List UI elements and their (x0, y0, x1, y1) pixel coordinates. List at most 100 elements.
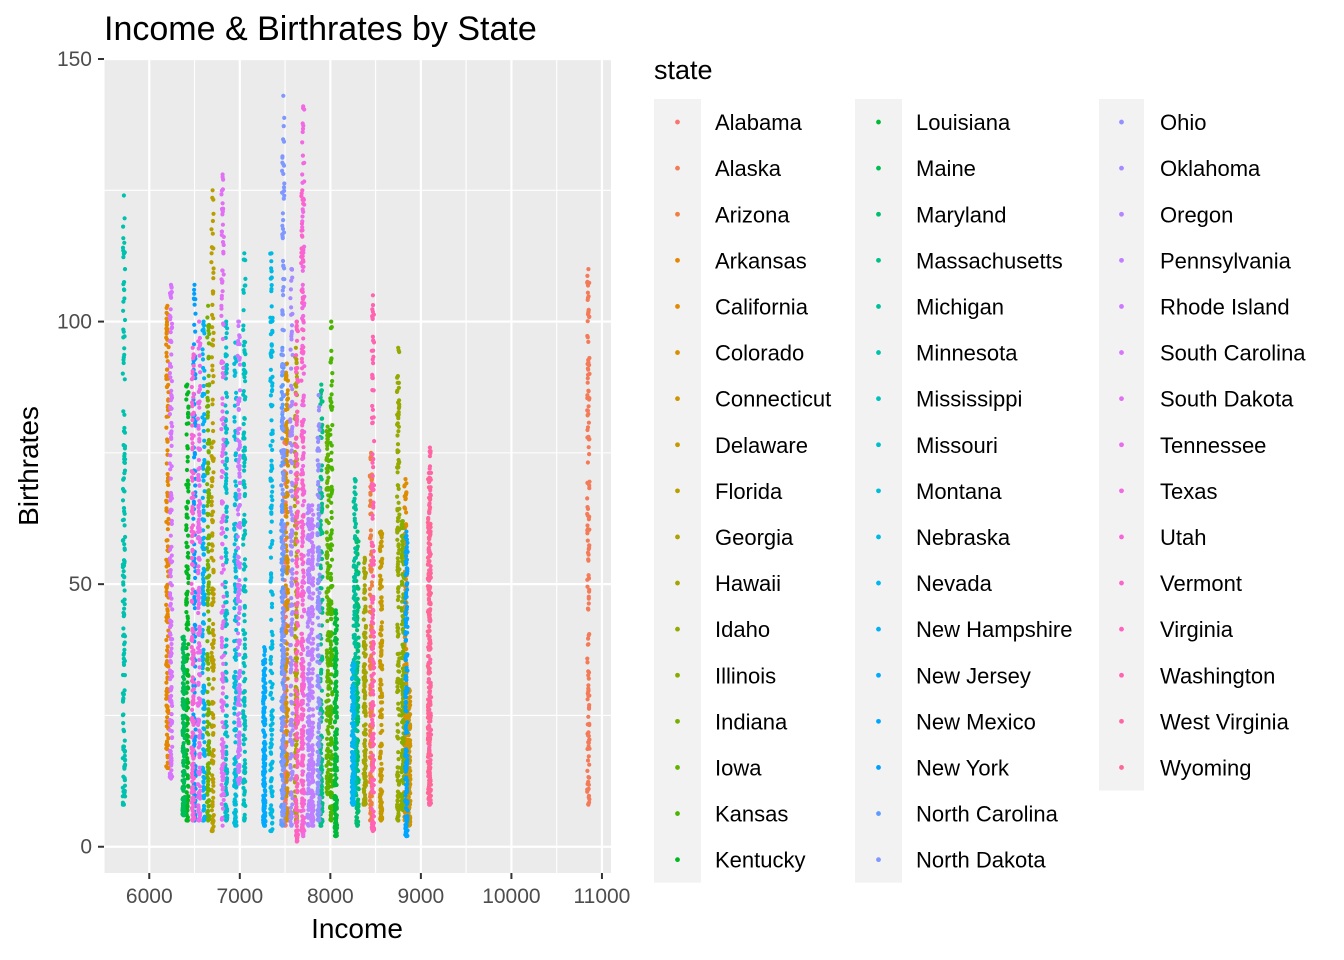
data-point (325, 575, 330, 580)
data-point (211, 428, 216, 434)
data-point (285, 771, 290, 776)
data-point (224, 506, 229, 511)
data-point (324, 654, 329, 660)
data-point (586, 601, 591, 606)
data-point (201, 796, 206, 801)
data-point (285, 564, 290, 570)
data-point (270, 645, 275, 650)
data-point (350, 660, 356, 666)
data-point (400, 656, 405, 661)
data-point (325, 754, 330, 759)
data-point (121, 582, 126, 587)
data-point (241, 436, 246, 441)
data-point (205, 782, 211, 787)
data-point (404, 604, 410, 610)
data-point (396, 757, 401, 762)
data-point (396, 663, 401, 668)
data-point (379, 682, 384, 687)
data-point (586, 596, 591, 601)
data-point (334, 623, 340, 628)
data-point (210, 686, 215, 691)
data-point (268, 367, 273, 372)
data-point (400, 807, 405, 813)
data-point (211, 558, 216, 563)
data-point (165, 755, 170, 760)
data-point (396, 632, 401, 637)
data-point (182, 768, 187, 773)
chart-title: Income & Birthrates by State (104, 10, 537, 48)
data-point (122, 766, 127, 771)
data-point (404, 785, 409, 791)
data-point (586, 633, 591, 638)
data-point (165, 705, 170, 710)
data-point (396, 457, 401, 463)
data-point (209, 445, 214, 450)
data-point (285, 556, 290, 561)
data-point (164, 692, 169, 698)
data-point (329, 325, 334, 330)
data-point (292, 627, 297, 632)
data-point (121, 193, 126, 198)
data-point (585, 642, 591, 647)
data-point (242, 562, 247, 567)
data-point (262, 705, 267, 710)
data-point (122, 317, 128, 323)
data-point (165, 659, 170, 664)
data-point (205, 558, 210, 563)
data-point (268, 785, 273, 791)
data-point (406, 794, 411, 800)
data-point (241, 323, 246, 328)
data-point (361, 677, 366, 682)
data-point (242, 460, 247, 465)
data-point (403, 777, 408, 782)
data-point (395, 374, 400, 379)
data-point (585, 496, 590, 501)
data-point (233, 657, 238, 662)
data-point (351, 740, 356, 745)
data-point (396, 543, 401, 548)
data-point (285, 492, 290, 497)
data-point (243, 283, 248, 288)
data-point (353, 550, 358, 555)
data-point (325, 692, 330, 698)
data-point (284, 514, 289, 519)
data-point (396, 818, 401, 823)
data-point (362, 645, 367, 650)
data-point (587, 762, 592, 767)
data-point (242, 584, 247, 589)
data-point (210, 645, 216, 650)
data-point (206, 818, 211, 823)
data-point (180, 689, 185, 694)
data-point (211, 621, 216, 627)
data-point (201, 656, 206, 662)
data-point (165, 448, 170, 453)
data-point (201, 319, 206, 324)
data-points (120, 93, 592, 844)
data-point (224, 730, 229, 735)
data-point (328, 403, 333, 409)
data-point (269, 828, 274, 834)
data-point (403, 506, 408, 511)
data-point (399, 606, 404, 611)
data-point (405, 753, 410, 758)
data-point (210, 421, 215, 426)
data-point (224, 519, 229, 524)
data-point (206, 799, 211, 804)
data-point (368, 634, 373, 639)
data-point (396, 706, 401, 711)
data-point (355, 529, 360, 534)
data-point (269, 519, 274, 524)
data-point (205, 471, 210, 476)
data-point (192, 282, 197, 287)
data-point (334, 754, 339, 759)
data-point (329, 509, 334, 515)
data-point (586, 307, 591, 312)
data-point (396, 380, 401, 385)
data-point (186, 421, 191, 426)
data-point (269, 494, 274, 499)
data-point (233, 818, 238, 823)
data-point (269, 269, 274, 274)
data-point (369, 802, 374, 807)
data-point (378, 644, 383, 650)
data-point (285, 463, 291, 468)
